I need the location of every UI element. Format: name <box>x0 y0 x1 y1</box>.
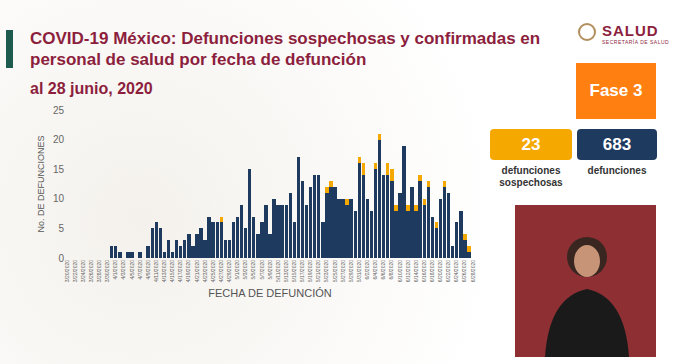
svg-text:5/13/2020: 5/13/2020 <box>283 260 289 282</box>
html-text:23: 23 <box>521 134 541 154</box>
svg-text:6/18/2020: 6/18/2020 <box>429 260 435 282</box>
html-text:defunciones: defunciones <box>587 165 647 176</box>
svg-text:6/24/2020: 6/24/2020 <box>453 260 459 282</box>
svg-text:5/31/2020: 5/31/2020 <box>356 260 362 282</box>
html-text:al 28 junio, 2020: al 28 junio, 2020 <box>30 80 153 97</box>
svg-text:6/22/2020: 6/22/2020 <box>445 260 451 282</box>
svg-text:5: 5 <box>58 223 64 234</box>
svg-text:4/23/2020: 4/23/2020 <box>202 260 208 282</box>
svg-text:6/28/2020: 6/28/2020 <box>470 260 476 282</box>
svg-text:6/10/2020: 6/10/2020 <box>397 260 403 282</box>
svg-text:5/7/2020: 5/7/2020 <box>259 260 265 280</box>
svg-text:5/27/2020: 5/27/2020 <box>340 260 346 282</box>
svg-text:3/30/2020: 3/30/2020 <box>104 260 110 282</box>
html-text:683: 683 <box>602 134 632 154</box>
html-text:SALUD: SALUD <box>602 22 659 39</box>
html-text:defunciones sospechosas: defunciones sospechosas <box>499 165 563 188</box>
svg-text:6/12/2020: 6/12/2020 <box>405 260 411 282</box>
html-text:SECRETARÍA DE SALUD: SECRETARÍA DE SALUD <box>602 39 670 45</box>
svg-text:4/11/2020: 4/11/2020 <box>153 260 159 282</box>
svg-text:4/29/2020: 4/29/2020 <box>226 260 232 282</box>
svg-text:4/25/2020: 4/25/2020 <box>210 260 216 282</box>
svg-text:15: 15 <box>53 164 65 175</box>
svg-text:6/6/2020: 6/6/2020 <box>380 260 386 280</box>
svg-text:4/21/2020: 4/21/2020 <box>194 260 200 282</box>
svg-text:4/3/2020: 4/3/2020 <box>120 260 126 280</box>
svg-text:5/11/2020: 5/11/2020 <box>275 260 281 282</box>
svg-text:20: 20 <box>53 134 65 145</box>
svg-text:4/7/2020: 4/7/2020 <box>137 260 143 280</box>
svg-text:0: 0 <box>58 253 64 264</box>
svg-text:5/15/2020: 5/15/2020 <box>291 260 297 282</box>
svg-text:5/9/2020: 5/9/2020 <box>267 260 273 280</box>
svg-text:5/25/2020: 5/25/2020 <box>332 260 338 282</box>
svg-text:3/28/2020: 3/28/2020 <box>96 260 102 282</box>
html-text:Fase 3: Fase 3 <box>589 81 643 100</box>
svg-text:6/26/2020: 6/26/2020 <box>461 260 467 282</box>
svg-text:5/23/2020: 5/23/2020 <box>323 260 329 282</box>
svg-text:4/13/2020: 4/13/2020 <box>161 260 167 282</box>
svg-text:6/2/2020: 6/2/2020 <box>364 260 370 280</box>
svg-text:5/19/2020: 5/19/2020 <box>307 260 313 282</box>
svg-text:5/5/2020: 5/5/2020 <box>250 260 256 280</box>
svg-text:6/8/2020: 6/8/2020 <box>388 260 394 280</box>
svg-text:6/16/2020: 6/16/2020 <box>421 260 427 282</box>
svg-text:3/26/2020: 3/26/2020 <box>88 260 94 282</box>
svg-text:25: 25 <box>53 105 65 116</box>
svg-text:4/9/2020: 4/9/2020 <box>145 260 151 280</box>
svg-text:4/27/2020: 4/27/2020 <box>218 260 224 282</box>
svg-text:4/17/2020: 4/17/2020 <box>177 260 183 282</box>
html-text:COVID-19 México: Defunciones s: COVID-19 México: Defunciones sospechosas… <box>30 29 541 69</box>
svg-text:4/19/2020: 4/19/2020 <box>185 260 191 282</box>
svg-text:4/15/2020: 4/15/2020 <box>169 260 175 282</box>
svg-text:5/21/2020: 5/21/2020 <box>315 260 321 282</box>
svg-text:3/20/2020: 3/20/2020 <box>64 260 70 282</box>
svg-text:3/22/2020: 3/22/2020 <box>72 260 78 282</box>
svg-text:6/20/2020: 6/20/2020 <box>437 260 443 282</box>
svg-text:No. DE DEFUNCIONES: No. DE DEFUNCIONES <box>36 135 46 232</box>
svg-text:FECHA DE DEFUNCIÓN: FECHA DE DEFUNCIÓN <box>208 287 332 299</box>
svg-text:5/17/2020: 5/17/2020 <box>299 260 305 282</box>
svg-text:4/5/2020: 4/5/2020 <box>129 260 135 280</box>
svg-text:10: 10 <box>53 193 65 204</box>
svg-text:6/14/2020: 6/14/2020 <box>413 260 419 282</box>
svg-text:6/4/2020: 6/4/2020 <box>372 260 378 280</box>
svg-text:5/29/2020: 5/29/2020 <box>348 260 354 282</box>
svg-text:3/24/2020: 3/24/2020 <box>80 260 86 282</box>
svg-text:5/1/2020: 5/1/2020 <box>234 260 240 280</box>
svg-text:4/1/2020: 4/1/2020 <box>112 260 118 280</box>
svg-text:5/3/2020: 5/3/2020 <box>242 260 248 280</box>
